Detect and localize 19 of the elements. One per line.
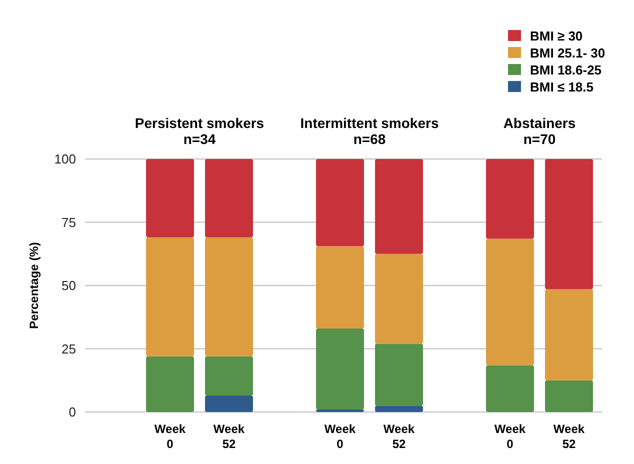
legend-label: BMI 25.1- 30 bbox=[530, 46, 606, 61]
text: Persistent smokers n=34 bbox=[134, 115, 264, 147]
x-tick-label: Week 52 bbox=[213, 422, 245, 451]
legend-label: BMI 18.6-25 bbox=[530, 62, 602, 78]
legend-label: BMI ≥ 30 bbox=[530, 28, 583, 44]
x-tick-label: Week 0 bbox=[494, 422, 526, 451]
x-tick-label: Week 52 bbox=[383, 422, 415, 451]
x-tick-label: Week 52 bbox=[553, 422, 585, 451]
y-tick-label: 0 bbox=[68, 404, 76, 420]
x-tick-label: Week 0 bbox=[324, 422, 356, 451]
x-tick-label: Week 0 bbox=[154, 422, 186, 451]
y-tick-label: 75 bbox=[62, 214, 76, 230]
text: Abstainers n=70 bbox=[503, 115, 576, 147]
y-axis-title: Percentage (%) bbox=[27, 242, 41, 329]
legend-label: BMI ≤ 18.5 bbox=[530, 80, 594, 95]
text: Intermittent smokers n=68 bbox=[300, 115, 439, 147]
y-tick-label: 25 bbox=[62, 341, 76, 356]
y-tick-label: 50 bbox=[62, 278, 76, 294]
y-tick-label: 100 bbox=[54, 152, 76, 167]
